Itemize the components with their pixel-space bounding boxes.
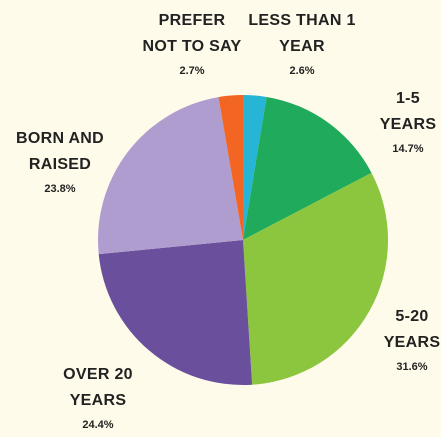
category-label: BORN AND RAISED	[15, 130, 105, 173]
slice-label: PREFER NOT TO SAY 2.7%	[142, 8, 242, 82]
category-label: PREFER NOT TO SAY	[142, 12, 242, 55]
pie-slice	[218, 95, 243, 240]
slice-label: 5-20 YEARS 31.6%	[372, 304, 441, 378]
value-label: 31.6%	[396, 361, 428, 373]
pie-slice	[98, 240, 253, 385]
pie-slice	[243, 172, 388, 385]
category-label: OVER 20 YEARS	[63, 366, 133, 409]
pie-slice	[243, 96, 372, 240]
category-label: 5-20 YEARS	[383, 308, 441, 351]
slice-label: LESS THAN 1 YEAR 2.6%	[247, 8, 357, 82]
value-label: 24.4%	[82, 419, 114, 431]
value-label: 2.7%	[179, 65, 205, 77]
category-label: 1-5 YEARS	[379, 90, 437, 133]
slice-label: OVER 20 YEARS 24.4%	[43, 362, 153, 436]
value-label: 23.8%	[44, 183, 76, 195]
pie-slice	[243, 95, 267, 240]
value-label: 14.7%	[392, 143, 424, 155]
value-label: 2.6%	[289, 65, 315, 77]
slice-label: BORN AND RAISED 23.8%	[5, 126, 115, 200]
category-label: LESS THAN 1 YEAR	[248, 12, 356, 55]
pie-slice	[97, 97, 243, 255]
slice-label: 1-5 YEARS 14.7%	[368, 86, 441, 160]
